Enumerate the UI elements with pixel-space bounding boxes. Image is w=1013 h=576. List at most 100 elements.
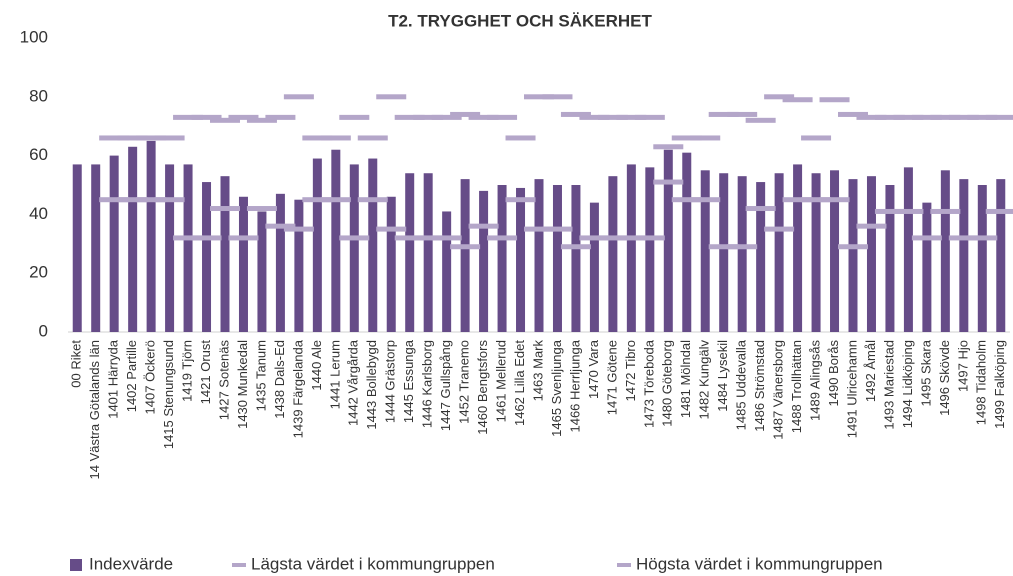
marker: [671, 135, 702, 141]
bar: [128, 146, 138, 332]
bar: [571, 185, 581, 332]
marker: [708, 111, 739, 117]
marker: [579, 114, 610, 120]
marker: [302, 135, 333, 141]
x-tick-label: 1435 Tanum: [253, 340, 268, 411]
bar: [460, 179, 470, 332]
x-tick-label: 1499 Falköping: [992, 340, 1007, 429]
marker: [560, 244, 591, 250]
marker: [579, 235, 610, 241]
marker: [210, 117, 240, 123]
bar: [774, 173, 784, 332]
bar: [996, 179, 1006, 332]
bar: [183, 164, 193, 332]
y-tick-label: 40: [29, 204, 48, 223]
x-tick-label: 1495 Skara: [918, 339, 933, 406]
bar: [294, 199, 304, 332]
marker: [782, 97, 813, 103]
marker: [99, 135, 130, 141]
chart-title: T2. TRYGGHET OCH SÄKERHET: [388, 11, 652, 30]
marker: [967, 235, 998, 241]
bar: [682, 152, 692, 332]
bar: [386, 196, 396, 332]
marker: [967, 114, 998, 120]
x-tick-label: 1470 Vara: [586, 339, 601, 399]
marker: [505, 135, 536, 141]
marker: [801, 135, 832, 141]
marker: [542, 226, 573, 232]
marker: [136, 197, 167, 203]
x-tick-label: 1446 Karlsborg: [420, 340, 435, 428]
marker: [616, 235, 647, 241]
marker: [228, 235, 259, 241]
x-tick-label: 1452 Tranemo: [457, 340, 472, 424]
marker: [745, 117, 776, 123]
bar: [866, 176, 876, 332]
x-tick-label: 1415 Stenungsund: [161, 340, 176, 449]
x-tick-label: 1401 Härryda: [106, 339, 121, 419]
legend-label: Högsta värdet i kommungruppen: [636, 554, 883, 573]
bar: [663, 149, 673, 332]
marker: [856, 223, 887, 229]
bar: [885, 185, 895, 332]
bar: [940, 170, 950, 332]
bar: [977, 185, 987, 332]
marker: [838, 111, 868, 117]
marker: [376, 94, 407, 100]
marker: [671, 197, 702, 203]
x-tick-label: 1465 Svenljunga: [549, 339, 564, 437]
legend-swatch: [70, 559, 82, 571]
marker: [634, 114, 665, 120]
y-tick-label: 100: [20, 27, 48, 46]
marker: [634, 235, 665, 241]
x-tick-label: 1489 Alingsås: [807, 340, 822, 421]
bar: [497, 185, 507, 332]
x-tick-label: 1419 Tjörn: [179, 340, 194, 402]
bar: [848, 179, 858, 332]
marker: [838, 244, 868, 250]
bar: [811, 173, 821, 332]
x-tick-label: 1492 Åmål: [863, 340, 878, 402]
legend-swatch: [232, 563, 246, 567]
x-tick-label: 1444 Grästorp: [383, 340, 398, 423]
bar: [91, 164, 101, 332]
marker: [283, 94, 314, 100]
bar: [719, 173, 729, 332]
marker: [893, 208, 924, 214]
marker: [874, 208, 905, 214]
x-tick-label: 1497 Hjo: [955, 340, 970, 392]
bar: [793, 164, 803, 332]
x-tick-label: 1441 Lerum: [327, 340, 342, 409]
marker: [210, 206, 240, 212]
x-tick-label: 1445 Essunga: [401, 339, 416, 423]
marker: [431, 235, 462, 241]
marker: [560, 111, 591, 117]
x-tick-label: 1443 Bollebygd: [364, 340, 379, 430]
marker: [524, 226, 554, 232]
bar: [275, 193, 285, 332]
marker: [228, 114, 259, 120]
x-tick-label: 1473 Töreboda: [641, 339, 656, 428]
marker: [911, 235, 942, 241]
x-tick-label: 14 Västra Götalands län: [87, 340, 102, 479]
bar: [146, 140, 156, 332]
marker: [690, 197, 721, 203]
x-tick-label: 1485 Uddevalla: [734, 339, 749, 430]
marker: [246, 206, 277, 212]
marker: [727, 244, 758, 250]
marker: [283, 226, 314, 232]
x-tick-label: 1466 Herrljunga: [567, 339, 582, 432]
marker: [339, 114, 370, 120]
marker: [653, 144, 684, 150]
x-tick-label: 1427 Sotenäs: [216, 340, 231, 421]
marker: [413, 114, 444, 120]
bar: [737, 176, 747, 332]
y-tick-label: 60: [29, 145, 48, 164]
marker: [893, 114, 924, 120]
y-tick-label: 0: [39, 321, 48, 340]
marker: [320, 135, 351, 141]
bar: [589, 202, 599, 332]
x-tick-label: 1491 Ulricehamn: [844, 340, 859, 438]
marker: [468, 223, 499, 229]
marker: [173, 114, 204, 120]
